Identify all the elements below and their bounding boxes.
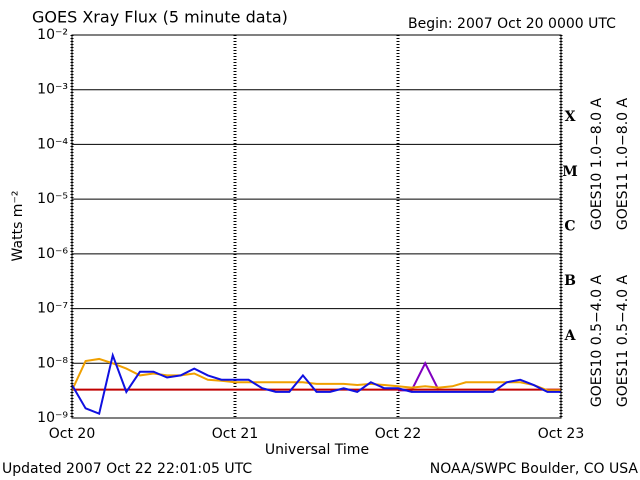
series-line xyxy=(71,351,561,416)
plot-frame xyxy=(71,34,562,419)
series-line xyxy=(71,357,561,392)
class-label: B xyxy=(564,273,576,289)
y-tick-label: 10⁻³ xyxy=(37,82,68,98)
x-axis-label: Universal Time xyxy=(265,442,369,458)
class-label: A xyxy=(564,328,577,344)
y-tick-label: 10⁻⁵ xyxy=(37,191,68,207)
legend-label: GOES11 0.5−4.0 A xyxy=(615,275,631,408)
class-label: X xyxy=(565,109,576,125)
y-axis-label: Watts m⁻² xyxy=(10,191,26,262)
y-tick-label: 10⁻² xyxy=(37,27,68,43)
y-tick-label: 10⁻⁹ xyxy=(37,410,68,426)
x-tick-label: Oct 22 xyxy=(375,426,421,442)
legend-label: GOES11 1.0−8.0 A xyxy=(615,98,631,231)
footer-right: NOAA/SWPC Boulder, CO USA xyxy=(430,461,639,477)
y-tick-label: 10⁻⁷ xyxy=(37,301,68,317)
x-tick-label: Oct 20 xyxy=(49,426,95,442)
chart-title: GOES Xray Flux (5 minute data) xyxy=(32,8,288,27)
y-tick-label: 10⁻⁸ xyxy=(37,355,68,371)
class-label: M xyxy=(562,164,578,180)
x-tick-label: Oct 21 xyxy=(212,426,258,442)
chart-subtitle: Begin: 2007 Oct 20 0000 UTC xyxy=(408,16,616,32)
x-tick-label: Oct 23 xyxy=(538,426,584,442)
legend-label: GOES10 1.0−8.0 A xyxy=(589,98,605,231)
footer-left: Updated 2007 Oct 22 22:01:05 UTC xyxy=(2,461,252,477)
y-tick-label: 10⁻⁴ xyxy=(37,136,68,152)
y-tick-label: 10⁻⁶ xyxy=(37,246,68,262)
legend-label: GOES10 0.5−4.0 A xyxy=(589,275,605,408)
class-label: C xyxy=(564,219,575,235)
